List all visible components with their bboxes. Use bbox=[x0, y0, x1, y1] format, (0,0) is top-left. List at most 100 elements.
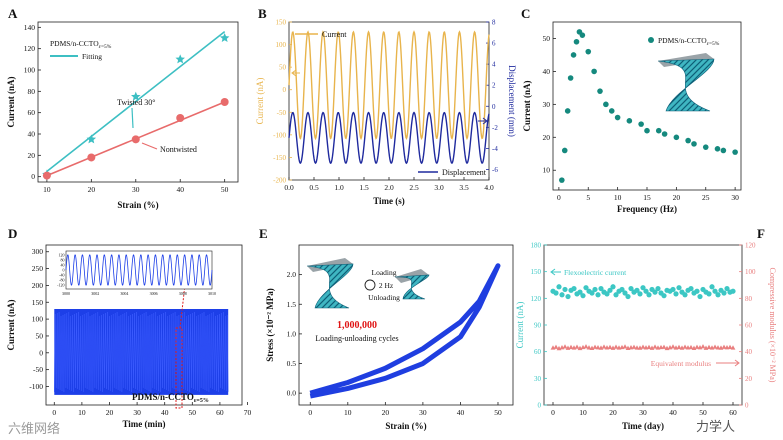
panel-f-x-tick-label: 40 bbox=[669, 408, 677, 417]
panel-f-circle-point bbox=[646, 292, 652, 298]
panel-f-triangle-point bbox=[727, 344, 733, 350]
panel-b-y-tick-label: 100 bbox=[276, 41, 287, 49]
panel-b-series-displacement bbox=[288, 111, 490, 165]
panel-f-circle-point bbox=[721, 290, 727, 296]
panel-c-legend-sub: ε=5% bbox=[707, 41, 720, 47]
panel-b-arrow-left bbox=[291, 69, 300, 77]
panel-f-triangle-point bbox=[568, 344, 574, 350]
panel-d-y-tick-label: -50 bbox=[33, 365, 43, 374]
panel-f-triangle-point bbox=[640, 344, 646, 349]
panel-d-inset-x-tick-label: 3004 bbox=[120, 291, 128, 296]
panel-c-x-tick-label: 25 bbox=[702, 193, 710, 202]
panel-e-ylabel: Stress (×10⁻² MPa) bbox=[265, 288, 275, 361]
panel-d-inset-x-tick-label: 3006 bbox=[150, 291, 158, 296]
panel-c-mesh-illustration bbox=[657, 53, 715, 112]
panel-f-circle-point bbox=[694, 288, 700, 294]
panel-d-x-tick-label: 30 bbox=[133, 408, 141, 417]
panel-c-xlabel: Frequency (Hz) bbox=[617, 204, 677, 214]
panel-e-mesh-loaded-body bbox=[306, 263, 354, 309]
panel-f-circle-point bbox=[604, 291, 610, 297]
panel-d-inset-y-tick-label: 80 bbox=[61, 257, 65, 262]
panel-f-circle-point bbox=[595, 292, 601, 298]
panel-f-y-tick-label: 30 bbox=[534, 375, 542, 383]
panel-e-x-tick-label: 20 bbox=[382, 408, 390, 417]
panel-a-y-tick-label: 40 bbox=[28, 130, 36, 139]
panel-letter-f: F bbox=[757, 226, 765, 241]
panel-a-circle-point bbox=[220, 98, 229, 106]
panel-c-point bbox=[685, 137, 691, 144]
panel-f-triangle-point bbox=[649, 345, 655, 350]
panel-f-triangle-point bbox=[646, 344, 652, 350]
panel-letter-c: C bbox=[521, 6, 530, 21]
panel-c-frame bbox=[552, 21, 742, 191]
panel-d-y-tick-label: 0 bbox=[39, 348, 43, 357]
panel-b-y2-tick-label: 6 bbox=[492, 40, 496, 48]
panel-a-star-point bbox=[131, 91, 141, 101]
panel-f-triangle-point bbox=[631, 344, 637, 349]
panel-f-circle-point bbox=[682, 292, 688, 298]
panel-b-x-tick-label: 2.0 bbox=[384, 183, 394, 192]
panel-c-ylabel: Current (nA) bbox=[522, 80, 532, 131]
panel-f-x-tick-label: 60 bbox=[729, 408, 737, 417]
panel-d-x-tick-label: 50 bbox=[189, 408, 197, 417]
panel-a-twisted-arrow bbox=[131, 107, 134, 129]
panel-b-y2-tick-label: -4 bbox=[492, 145, 498, 153]
panel-c-legend-label: PDMS/n-CCTOε=5% bbox=[658, 36, 720, 47]
panel-b-y-tick-label: -150 bbox=[273, 154, 286, 162]
panel-e-x-tick-label: 50 bbox=[494, 408, 502, 417]
panel-b-x-tick-label: 1.5 bbox=[359, 183, 369, 192]
panel-f-circle-point bbox=[655, 285, 661, 292]
panel-f-circle-point bbox=[634, 287, 640, 293]
panel-c-point bbox=[720, 147, 727, 154]
panel-e-cycles-count: 1,000,000 bbox=[337, 320, 377, 331]
panel-d-x-tick-label: 60 bbox=[216, 408, 224, 417]
panel-f-circle-point bbox=[622, 290, 628, 296]
panel-b-arrow-right bbox=[478, 117, 488, 125]
panel-f-circle-point bbox=[625, 293, 631, 300]
panel-a-y-tick-label: 100 bbox=[24, 66, 36, 75]
panel-d-inset-y-tick-label: -80 bbox=[59, 278, 64, 283]
panel-a-circle-point bbox=[131, 135, 140, 144]
panel-c-y-tick-label: 10 bbox=[543, 166, 551, 175]
panel-f-triangle-point bbox=[730, 345, 736, 350]
panel-e-x-tick-label: 30 bbox=[419, 408, 427, 417]
panel-b-x-tick-label: 3.5 bbox=[459, 183, 469, 192]
panel-f-triangle-point bbox=[601, 344, 607, 349]
panel-b-y-tick-label: 0 bbox=[283, 86, 287, 94]
panel-e-mesh-unloaded-body bbox=[394, 274, 430, 300]
panel-f-triangle-point bbox=[607, 344, 613, 350]
panel-d-frame bbox=[45, 244, 243, 406]
panel-c-point bbox=[573, 38, 580, 45]
panel-f-y2-tick-label: 60 bbox=[745, 322, 753, 330]
panel-f-circle-point bbox=[628, 285, 634, 292]
panel-f-arrow-right bbox=[716, 359, 740, 367]
panel-c-y-tick-label: 20 bbox=[543, 133, 551, 142]
panel-a-xlabel: Strain (%) bbox=[117, 200, 158, 210]
panel-b-x-tick-label: 4.0 bbox=[484, 183, 494, 192]
panel-c-y-tick-label: 50 bbox=[543, 34, 551, 43]
panel-f-y2-tick-label: 40 bbox=[745, 348, 753, 356]
panel-b-y-tick-label: -200 bbox=[273, 177, 286, 185]
panel-f-circle-point bbox=[652, 289, 658, 295]
panel-a-fit-line-0 bbox=[46, 30, 226, 172]
panel-a-legend-entry: Fitting bbox=[82, 52, 102, 61]
panel-f-circle-point bbox=[565, 293, 571, 300]
panel-a-y-tick-label: 60 bbox=[28, 108, 36, 117]
panel-d-inset-y-tick-label: 0 bbox=[63, 268, 65, 273]
panel-b-y2-tick-label: 8 bbox=[492, 19, 496, 27]
panel-a-legend-title: PDMS/n-CCTOε=5% bbox=[50, 39, 112, 50]
panel-b-legend-displacement: Displacement bbox=[442, 168, 487, 177]
panel-d-inset-x-tick-label: 3000 bbox=[62, 291, 70, 296]
panel-f-circle-point bbox=[724, 285, 730, 292]
panel-f-circle-point bbox=[598, 285, 604, 292]
panel-f-triangle-point bbox=[688, 344, 694, 350]
panel-f-x-tick-label: 0 bbox=[551, 408, 555, 417]
panel-f-x-tick-label: 30 bbox=[639, 408, 647, 417]
panel-e-x-tick-label: 0 bbox=[308, 408, 312, 417]
panel-f-circle-point bbox=[706, 291, 712, 297]
panel-c-point bbox=[714, 146, 721, 152]
panel-f-circle-point bbox=[556, 284, 562, 290]
panel-f-triangle-point bbox=[661, 344, 667, 349]
panel-a-star-point bbox=[175, 54, 185, 64]
